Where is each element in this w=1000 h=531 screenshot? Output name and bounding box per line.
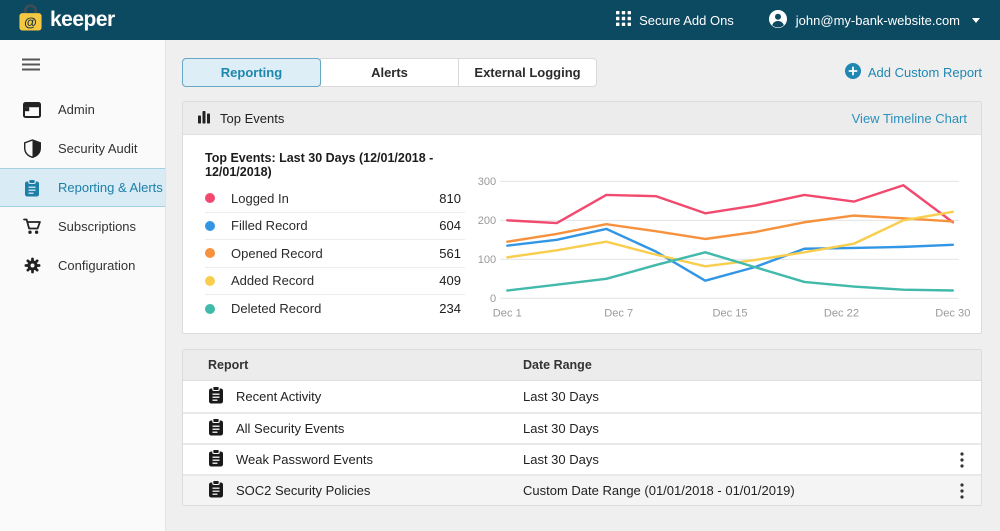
- column-header-date-range: Date Range: [523, 358, 592, 372]
- plus-icon: [844, 63, 861, 82]
- sidebar-item-label: Admin: [58, 102, 95, 117]
- svg-text:300: 300: [478, 176, 496, 188]
- sidebar: Admin Security Audit Reporting & Alerts Sub…: [0, 40, 166, 531]
- report-icon: [208, 479, 224, 501]
- report-date-range: Last 30 Days: [523, 452, 599, 467]
- report-date-range: Custom Date Range (01/01/2018 - 01/01/20…: [523, 483, 795, 498]
- report-date-range: Last 30 Days: [523, 389, 599, 404]
- top-events-panel: Top Events View Timeline Chart Top Event…: [182, 101, 982, 334]
- svg-text:Dec 15: Dec 15: [713, 307, 748, 319]
- legend-item-logged-in: Logged In 810: [205, 185, 465, 213]
- report-icon: [208, 448, 224, 470]
- keeper-logo[interactable]: @ keeper: [18, 3, 115, 37]
- report-name: SOC2 Security Policies: [236, 483, 371, 498]
- row-menu-button[interactable]: [943, 445, 981, 474]
- legend-color-dot: [205, 248, 215, 259]
- svg-text:0: 0: [490, 293, 496, 305]
- tab-reporting[interactable]: Reporting: [182, 58, 321, 87]
- column-header-report: Report: [208, 358, 249, 372]
- legend-label: Deleted Record: [231, 301, 322, 317]
- table-row-weak-password-events[interactable]: Weak Password Events Last 30 Days: [183, 443, 981, 474]
- table-header: Report Date Range: [183, 350, 981, 381]
- sidebar-item-reporting-alerts[interactable]: Reporting & Alerts: [0, 168, 165, 207]
- view-timeline-chart-link[interactable]: View Timeline Chart: [851, 110, 967, 126]
- table-row-recent-activity[interactable]: Recent Activity Last 30 Days: [183, 381, 981, 412]
- legend-color-dot: [205, 303, 215, 314]
- sidebar-item-security-audit[interactable]: Security Audit: [0, 129, 165, 168]
- cart-icon: [22, 218, 42, 235]
- lock-at-icon: @: [18, 3, 43, 37]
- svg-text:Dec 1: Dec 1: [493, 307, 522, 319]
- svg-text:Dec 22: Dec 22: [824, 307, 859, 319]
- legend-item-filled-record: Filled Record 604: [205, 213, 465, 240]
- legend-value: 409: [439, 273, 461, 289]
- add-custom-report-button[interactable]: Add Custom Report: [844, 63, 982, 82]
- legend-item-opened-record: Opened Record 561: [205, 240, 465, 268]
- top-bar: @ keeper Secure Add Ons: [0, 0, 1000, 40]
- sidebar-nav: Admin Security Audit Reporting & Alerts Sub…: [0, 90, 165, 285]
- reports-table: Report Date Range Recent Activity Last 30…: [182, 349, 982, 506]
- row-menu-button[interactable]: [943, 476, 981, 505]
- tab-bar: Reporting Alerts External Logging: [182, 58, 597, 87]
- top-events-line-chart: 0 100 200 300 Dec 1 Dec 7 Dec 15 Dec 22 Dec 30: [478, 176, 971, 319]
- hamburger-menu-button[interactable]: [0, 54, 165, 90]
- chart-subtitle: Top Events: Last 30 Days (12/01/2018 - 1…: [205, 151, 434, 179]
- secure-add-ons-label: Secure Add Ons: [639, 12, 734, 28]
- tab-alerts[interactable]: Alerts: [320, 58, 459, 87]
- secure-add-ons-button[interactable]: Secure Add Ons: [616, 11, 734, 29]
- main-content: Reporting Alerts External Logging Add Cust…: [166, 40, 1000, 531]
- sidebar-item-admin[interactable]: Admin: [0, 90, 165, 129]
- sidebar-item-label: Reporting & Alerts: [58, 180, 163, 195]
- shield-icon: [22, 139, 42, 158]
- report-name: Weak Password Events: [236, 452, 374, 467]
- report-name: All Security Events: [236, 421, 345, 436]
- brand-name: keeper: [50, 8, 115, 31]
- legend-color-dot: [205, 193, 215, 204]
- legend-value: 604: [439, 218, 461, 234]
- account-email: john@my-bank-website.com: [795, 12, 960, 28]
- report-icon: [208, 385, 224, 407]
- svg-text:Dec 30: Dec 30: [935, 307, 970, 319]
- legend-item-deleted-record: Deleted Record 234: [205, 295, 465, 323]
- sidebar-item-subscriptions[interactable]: Subscriptions: [0, 207, 165, 246]
- apps-grid-icon: [616, 11, 632, 29]
- svg-text:100: 100: [478, 254, 496, 266]
- sidebar-item-label: Subscriptions: [58, 219, 137, 234]
- avatar-icon: [768, 9, 788, 32]
- svg-text:200: 200: [478, 215, 496, 227]
- legend-color-dot: [205, 220, 215, 231]
- legend-label: Logged In: [231, 190, 289, 206]
- legend-label: Added Record: [231, 273, 315, 289]
- tab-external-logging[interactable]: External Logging: [458, 58, 597, 87]
- chevron-down-icon: [972, 17, 980, 23]
- sidebar-item-label: Security Audit: [58, 141, 138, 156]
- clipboard-icon: [22, 178, 42, 197]
- report-date-range: Last 30 Days: [523, 421, 599, 436]
- legend-color-dot: [205, 275, 215, 286]
- chart-legend: Top Events: Last 30 Days (12/01/2018 - 1…: [183, 135, 465, 333]
- legend-item-added-record: Added Record 409: [205, 268, 465, 295]
- table-row-all-security-events[interactable]: All Security Events Last 30 Days: [183, 412, 981, 443]
- table-row-soc2-security-policies[interactable]: SOC2 Security Policies Custom Date Range …: [183, 474, 981, 505]
- panel-title: Top Events: [220, 110, 285, 126]
- legend-value: 810: [439, 190, 461, 206]
- report-icon: [208, 417, 224, 439]
- svg-text:@: @: [24, 15, 37, 30]
- svg-text:Dec 7: Dec 7: [604, 307, 633, 319]
- window-icon: [22, 101, 42, 118]
- legend-value: 561: [439, 245, 461, 261]
- bar-chart-icon: [197, 110, 211, 127]
- legend-label: Opened Record: [231, 245, 323, 261]
- gear-icon: [22, 257, 42, 274]
- account-menu-button[interactable]: john@my-bank-website.com: [768, 9, 980, 32]
- report-name: Recent Activity: [236, 389, 322, 404]
- legend-value: 234: [439, 301, 461, 317]
- sidebar-item-label: Configuration: [58, 258, 136, 273]
- sidebar-item-configuration[interactable]: Configuration: [0, 246, 165, 285]
- legend-label: Filled Record: [231, 218, 308, 234]
- add-custom-report-label: Add Custom Report: [867, 65, 982, 80]
